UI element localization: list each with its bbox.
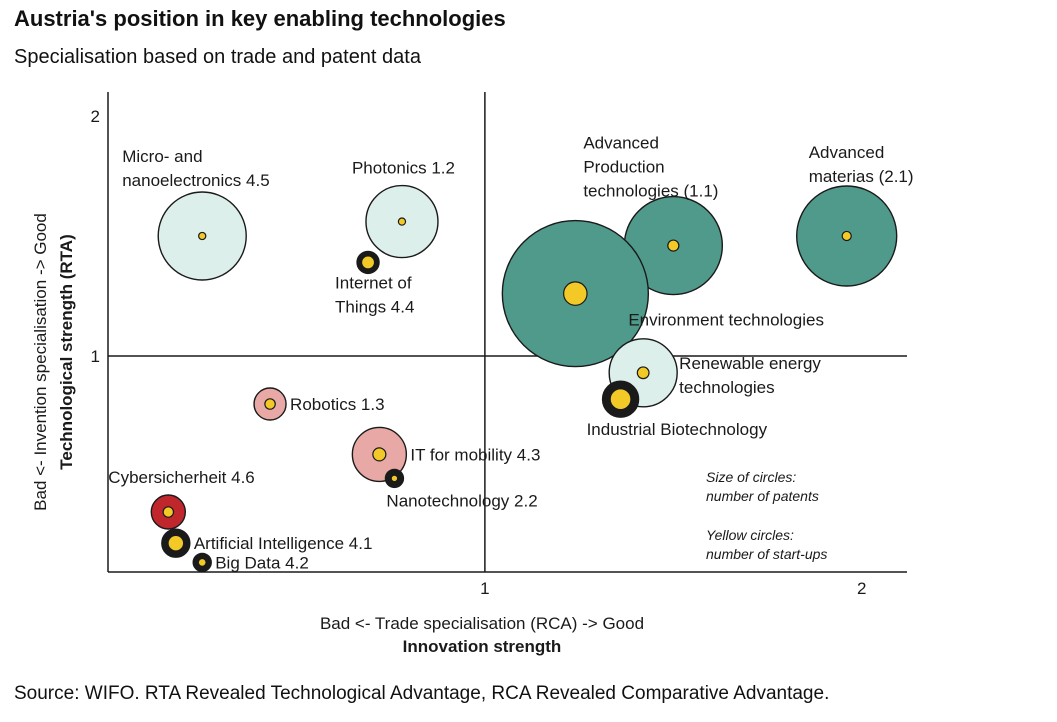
bubble-inner [167, 534, 185, 552]
bubble-inner [563, 281, 588, 306]
bubble-inner [360, 255, 376, 270]
point-label: Nanotechnology 2.2 [386, 491, 537, 510]
bubble-inner [390, 474, 399, 483]
bubble-inner [609, 388, 632, 411]
bubble-inner [197, 557, 207, 567]
x-tick-label: 1 [480, 579, 489, 598]
point-label: IT for mobility 4.3 [410, 445, 540, 464]
bubbles [150, 184, 898, 573]
source-note: Source: WIFO. RTA Revealed Technological… [14, 683, 830, 704]
point-label: Environment technologies [628, 311, 824, 330]
y-tick-label: 1 [91, 347, 100, 366]
point-label: Big Data 4.2 [215, 553, 309, 572]
y-tick-label: 2 [91, 107, 100, 126]
point-label: Robotics 1.3 [290, 395, 385, 414]
point-label: Cybersicherheit 4.6 [108, 468, 254, 487]
y-axis-label: Bad <- Invention specialisation -> Good [31, 213, 50, 511]
point-label: Renewable energy [679, 354, 821, 373]
chart-title: Austria's position in key enabling techn… [14, 6, 506, 31]
point-label: Artificial Intelligence 4.1 [194, 534, 373, 553]
bubble-inner [162, 506, 175, 518]
axes: 1 2 1 2 Bad <- Trade specialisation (RCA) ->… [31, 92, 907, 656]
point-label: Advanced [809, 143, 885, 162]
bubble-inner [636, 366, 650, 380]
color-legend-note: number of start-ups [706, 546, 827, 562]
point-label: Photonics 1.2 [352, 159, 455, 178]
chart-subtitle: Specialisation based on trade and patent… [14, 46, 421, 68]
bubble-inner [397, 217, 407, 226]
bubble-inner [264, 398, 276, 410]
point-label: Industrial Biotechnology [587, 420, 768, 439]
y-axis-label-bold: Technological strength (RTA) [57, 234, 76, 469]
bubble-inner [841, 230, 852, 242]
bubble-inner [372, 447, 387, 462]
bubble-inner [198, 231, 207, 241]
size-legend-note: number of patents [706, 488, 819, 504]
point-label: technologies (1.1) [583, 182, 718, 201]
point-labels: Micro- and nanoelectronics 4.5 Photonics 1… [108, 134, 913, 573]
point-label: nanoelectronics 4.5 [122, 171, 269, 190]
point-label: technologies [679, 378, 774, 397]
point-label: Advanced [583, 134, 659, 153]
point-label: Things 4.4 [335, 297, 414, 316]
point-label: Production [583, 158, 664, 177]
point-label: Micro- and [122, 147, 202, 166]
color-legend-note: Yellow circles: [706, 527, 794, 543]
x-tick-label: 2 [857, 579, 866, 598]
bubble-inner [667, 239, 680, 252]
point-label: materias (2.1) [809, 167, 914, 186]
size-legend-note: Size of circles: [706, 469, 796, 485]
legend-notes: Size of circles: number of patents Yellow … [706, 469, 827, 562]
bubble-chart: 1 2 1 2 Bad <- Trade specialisation (RCA) ->… [31, 92, 914, 656]
x-axis-label-bold: Innovation strength [403, 637, 562, 656]
point-label: Internet of [335, 273, 412, 292]
x-axis-label: Bad <- Trade specialisation (RCA) -> Goo… [320, 614, 644, 633]
